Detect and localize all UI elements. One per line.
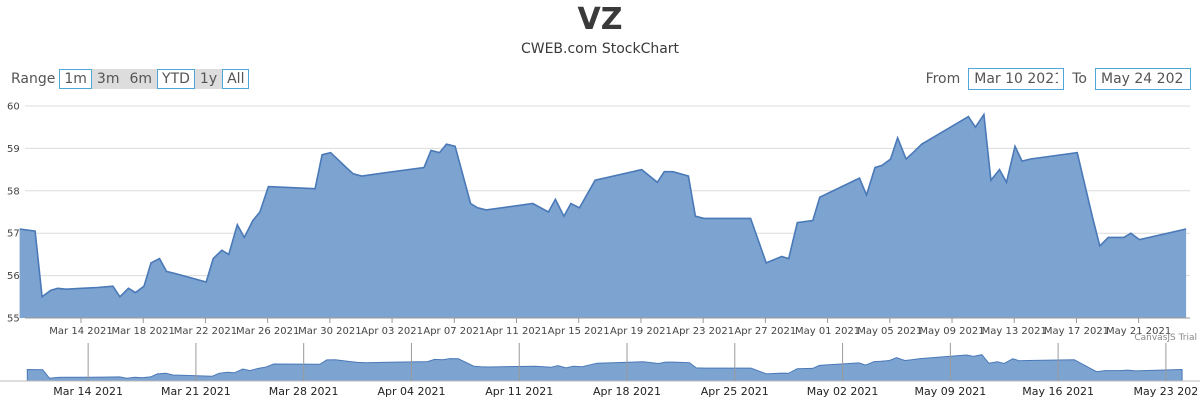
range-label: Range [11, 71, 56, 87]
y-tick-label: 55 [7, 314, 20, 325]
chart-title: VZ [577, 2, 623, 37]
x-tick-label: Apr 07 2021 [423, 326, 485, 337]
navigator-tick-label: May 23 202 [1134, 385, 1199, 398]
x-tick-label: Mar 22 2021 [174, 326, 237, 337]
range-button-ytd[interactable]: YTD [157, 69, 195, 89]
navigator-tick-label: Apr 18 2021 [593, 385, 661, 398]
x-tick-label: Mar 30 2021 [298, 326, 361, 337]
y-axis: 55 56 57 58 59 60 [7, 102, 20, 325]
x-tick-label: May 01 2021 [795, 326, 860, 337]
navigator-tick-label: Apr 25 2021 [701, 385, 769, 398]
range-button-1m[interactable]: 1m [59, 69, 92, 89]
x-tick-label: May 09 2021 [919, 326, 984, 337]
x-tick-label: Mar 18 2021 [112, 326, 175, 337]
x-tick-label: May 05 2021 [857, 326, 922, 337]
x-tick-label: Apr 23 2021 [672, 326, 734, 337]
navigator-tick-label: Mar 21 2021 [161, 385, 231, 398]
chart-subtitle: CWEB.com StockChart [520, 41, 680, 57]
to-date-input[interactable] [1095, 68, 1191, 90]
x-tick-label: Apr 11 2021 [486, 326, 548, 337]
range-button-all[interactable]: All [222, 69, 250, 89]
x-tick-label: Apr 19 2021 [610, 326, 672, 337]
x-tick-label: May 13 2021 [982, 326, 1047, 337]
range-selector: Range 1m 3m 6m YTD 1y All [11, 69, 250, 89]
range-button-3m[interactable]: 3m [91, 69, 125, 89]
y-tick-label: 58 [7, 186, 20, 197]
x-tick-label: Apr 27 2021 [734, 326, 796, 337]
x-tick-label: Mar 14 2021 [49, 326, 112, 337]
x-tick-label: Mar 26 2021 [236, 326, 299, 337]
navigator-area [26, 354, 1183, 382]
x-tick-label: Apr 15 2021 [548, 326, 610, 337]
from-date-input[interactable] [968, 68, 1065, 90]
navigator-tick-label: Apr 04 2021 [377, 385, 445, 398]
range-button-6m[interactable]: 6m [124, 69, 158, 89]
y-tick-label: 56 [7, 271, 20, 282]
navigator-tick-label: Mar 14 2021 [53, 385, 123, 398]
range-button-1y[interactable]: 1y [194, 69, 223, 89]
x-tick-label: Apr 03 2021 [361, 326, 423, 337]
navigator[interactable]: Mar 14 2021 Mar 21 2021 Mar 28 2021 Apr 04 … [0, 343, 1200, 398]
from-label: From [925, 71, 961, 87]
navigator-tick-label: Apr 11 2021 [485, 385, 553, 398]
to-label: To [1072, 71, 1087, 87]
x-tick-label: May 21 2021 [1106, 326, 1171, 337]
price-line [19, 112, 1187, 299]
x-tick-label: May 17 2021 [1044, 326, 1109, 337]
navigator-tick-label: May 16 2021 [1022, 385, 1094, 398]
y-tick-label: 57 [7, 229, 20, 240]
navigator-tick-label: May 09 2021 [914, 385, 986, 398]
watermark-text: CanvasJS Trial [1134, 333, 1197, 343]
navigator-tick-label: May 02 2021 [807, 385, 879, 398]
price-area-series [19, 112, 1187, 318]
y-tick-label: 59 [7, 144, 20, 155]
navigator-tick-label: Mar 28 2021 [269, 385, 339, 398]
y-tick-label: 60 [7, 102, 20, 113]
date-range-inputs: From To [926, 68, 1191, 90]
price-area-fill [19, 114, 1187, 318]
